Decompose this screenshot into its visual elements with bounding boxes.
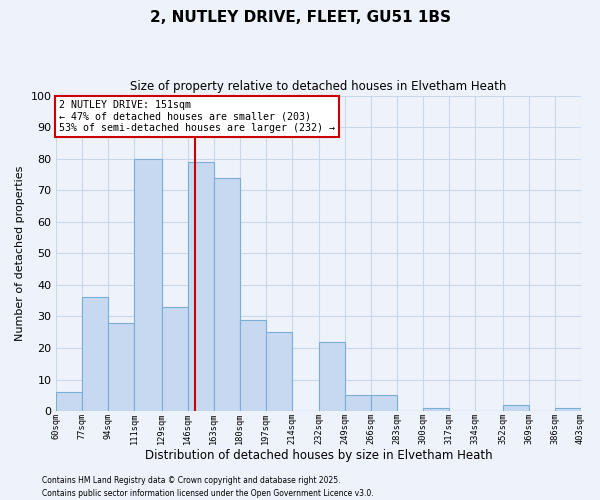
Bar xyxy=(134,158,162,411)
Y-axis label: Number of detached properties: Number of detached properties xyxy=(15,166,25,341)
Bar xyxy=(319,342,345,411)
Title: Size of property relative to detached houses in Elvetham Heath: Size of property relative to detached ho… xyxy=(130,80,506,93)
Text: 2 NUTLEY DRIVE: 151sqm
← 47% of detached houses are smaller (203)
53% of semi-de: 2 NUTLEY DRIVE: 151sqm ← 47% of detached… xyxy=(59,100,335,134)
Text: Contains HM Land Registry data © Crown copyright and database right 2025.
Contai: Contains HM Land Registry data © Crown c… xyxy=(42,476,374,498)
Bar xyxy=(162,307,188,411)
Bar xyxy=(82,298,109,411)
Bar xyxy=(214,178,240,411)
Text: 2, NUTLEY DRIVE, FLEET, GU51 1BS: 2, NUTLEY DRIVE, FLEET, GU51 1BS xyxy=(149,10,451,25)
Bar xyxy=(56,392,82,411)
Bar xyxy=(188,162,214,411)
Bar xyxy=(554,408,581,411)
Bar xyxy=(371,396,397,411)
Bar xyxy=(240,320,266,411)
Bar xyxy=(266,332,292,411)
Bar xyxy=(109,322,134,411)
X-axis label: Distribution of detached houses by size in Elvetham Heath: Distribution of detached houses by size … xyxy=(145,450,492,462)
Bar xyxy=(345,396,371,411)
Bar xyxy=(503,404,529,411)
Bar xyxy=(423,408,449,411)
